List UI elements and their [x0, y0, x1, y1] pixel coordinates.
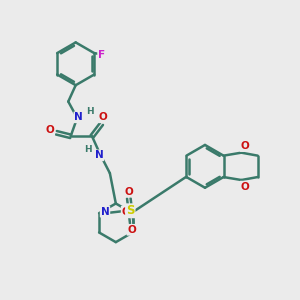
- Text: H: H: [86, 107, 94, 116]
- Text: N: N: [101, 207, 110, 217]
- Text: F: F: [98, 50, 105, 60]
- Text: O: O: [46, 125, 54, 135]
- Text: H: H: [84, 145, 92, 154]
- Text: O: O: [99, 112, 107, 122]
- Text: O: O: [122, 207, 130, 217]
- Text: O: O: [124, 187, 133, 197]
- Text: O: O: [241, 141, 249, 151]
- Text: S: S: [126, 204, 134, 217]
- Text: N: N: [74, 112, 83, 122]
- Text: O: O: [128, 225, 136, 235]
- Text: N: N: [94, 150, 103, 160]
- Text: O: O: [241, 182, 249, 192]
